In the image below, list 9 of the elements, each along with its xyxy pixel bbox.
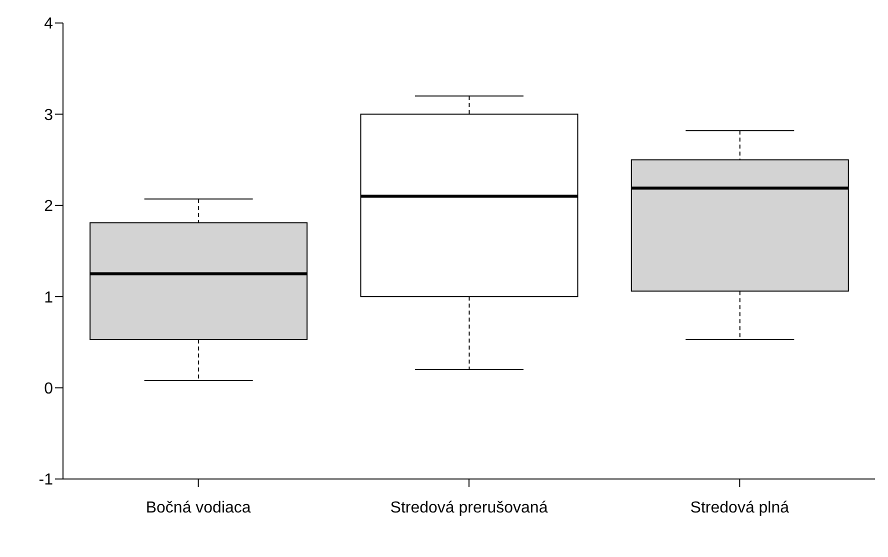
x-tick-label: Stredová plná [690,499,790,516]
y-tick-label: 4 [44,16,54,33]
y-tick-label: -1 [38,472,54,489]
y-tick-label: 0 [44,380,54,398]
x-tick-label: Stredová prerušovaná [390,499,548,516]
y-tick-label: 3 [44,106,54,124]
y-tick-label: 1 [44,289,54,306]
y-tick-label: 2 [44,198,54,216]
x-tick-label: Bočná vodiaca [146,499,251,516]
